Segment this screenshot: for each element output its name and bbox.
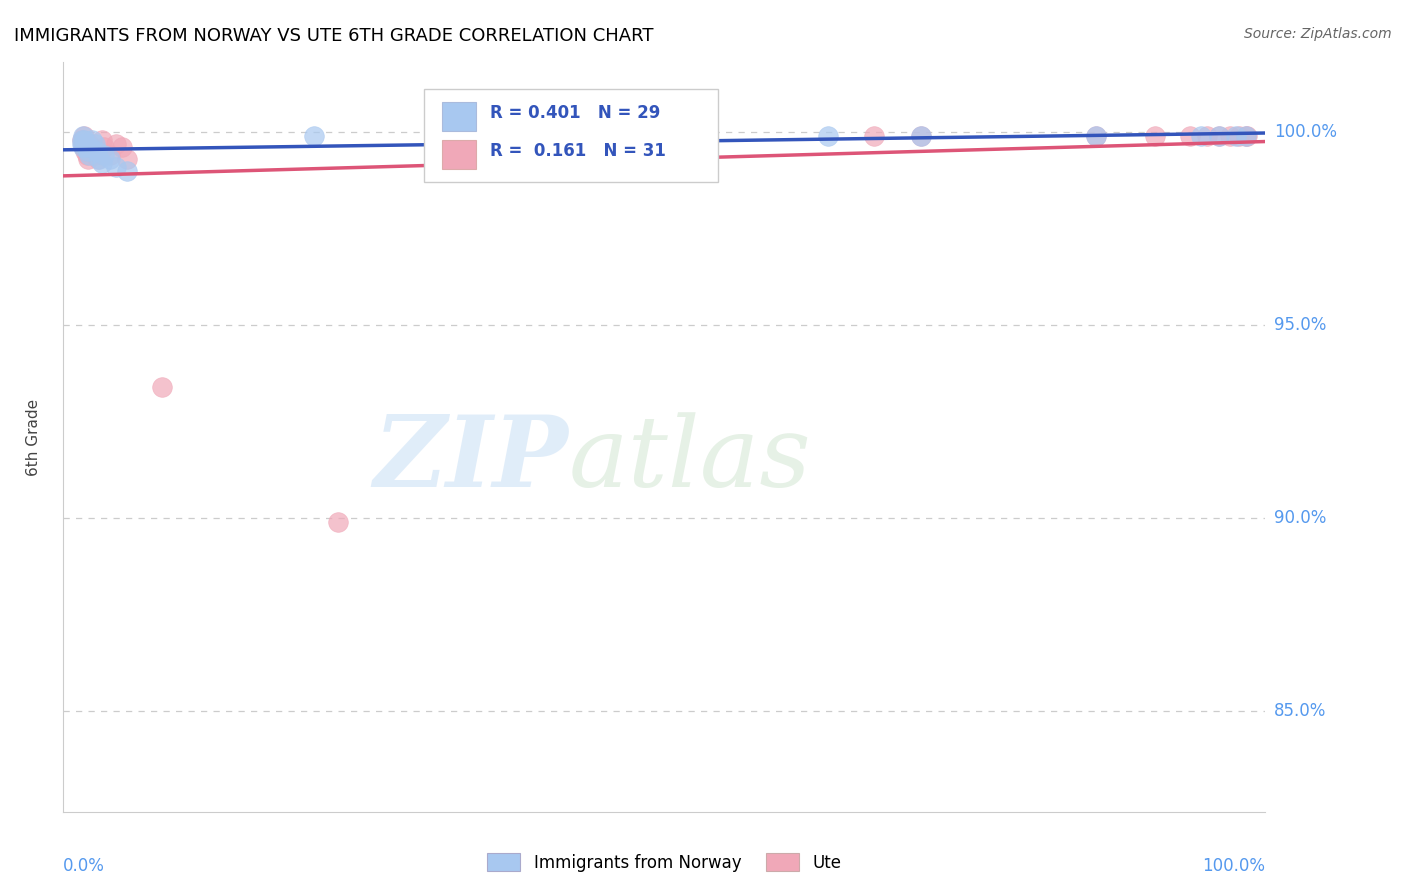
Point (1225, 128, 1247, 143)
Text: 0.0%: 0.0% (63, 856, 105, 875)
Text: ZIP: ZIP (373, 411, 568, 508)
Point (77, 136, 100, 151)
Point (79, 140, 101, 154)
Point (1195, 128, 1218, 143)
Point (111, 140, 134, 154)
Text: 100.0%: 100.0% (1202, 856, 1265, 875)
Point (432, 128, 454, 143)
Point (72, 136, 94, 151)
Point (104, 136, 127, 151)
Point (83, 136, 105, 151)
Point (1143, 128, 1166, 143)
Point (117, 163, 139, 178)
Point (77, 148, 100, 162)
Point (98, 152, 121, 166)
Point (90, 156, 112, 170)
Point (1189, 128, 1212, 143)
Point (82, 133, 104, 147)
Point (93, 140, 115, 154)
Text: IMMIGRANTS FROM NORWAY VS UTE 6TH GRADE CORRELATION CHART: IMMIGRANTS FROM NORWAY VS UTE 6TH GRADE … (14, 27, 654, 45)
Point (76, 145, 98, 159)
Point (641, 128, 664, 143)
Text: 90.0%: 90.0% (1274, 509, 1326, 527)
Point (1234, 128, 1257, 143)
Point (910, 128, 932, 143)
Text: 6th Grade: 6th Grade (25, 399, 41, 475)
Point (73, 140, 96, 154)
Point (1227, 128, 1250, 143)
Text: 100.0%: 100.0% (1274, 123, 1337, 141)
Point (83, 148, 105, 162)
Point (76, 148, 98, 162)
Point (863, 128, 886, 143)
Point (70, 136, 93, 151)
Point (90, 133, 112, 147)
Point (93, 148, 115, 162)
Point (152, 380, 174, 394)
Text: atlas: atlas (568, 412, 811, 508)
Point (1085, 128, 1108, 143)
Point (326, 515, 349, 529)
Point (302, 128, 325, 143)
Point (79, 140, 101, 154)
Point (76, 152, 98, 166)
Text: R = 0.401   N = 29: R = 0.401 N = 29 (491, 103, 661, 122)
Point (117, 152, 139, 166)
Point (70, 133, 93, 147)
Point (1236, 128, 1258, 143)
Text: Source: ZipAtlas.com: Source: ZipAtlas.com (1244, 27, 1392, 41)
Point (817, 128, 839, 143)
Text: 95.0%: 95.0% (1274, 316, 1326, 334)
Point (75, 145, 97, 159)
Point (72, 128, 94, 143)
Point (76, 140, 98, 154)
Point (1219, 128, 1241, 143)
Point (98, 148, 121, 162)
Text: R =  0.161   N = 31: R = 0.161 N = 31 (491, 142, 666, 160)
Point (1234, 128, 1257, 143)
FancyBboxPatch shape (441, 140, 475, 169)
Point (73, 128, 96, 143)
Point (73, 133, 96, 147)
Point (86, 145, 108, 159)
FancyBboxPatch shape (425, 88, 718, 182)
Point (1178, 128, 1201, 143)
Point (1208, 128, 1230, 143)
FancyBboxPatch shape (441, 103, 475, 131)
Point (910, 128, 932, 143)
Point (82, 145, 104, 159)
Point (89, 152, 111, 166)
Point (1085, 128, 1108, 143)
Point (75, 136, 97, 151)
Point (1208, 128, 1230, 143)
Point (70, 133, 93, 147)
Point (72, 140, 94, 154)
Text: 85.0%: 85.0% (1274, 702, 1326, 721)
Point (87, 152, 110, 166)
Legend: Immigrants from Norway, Ute: Immigrants from Norway, Ute (481, 847, 848, 879)
Point (104, 160, 127, 174)
